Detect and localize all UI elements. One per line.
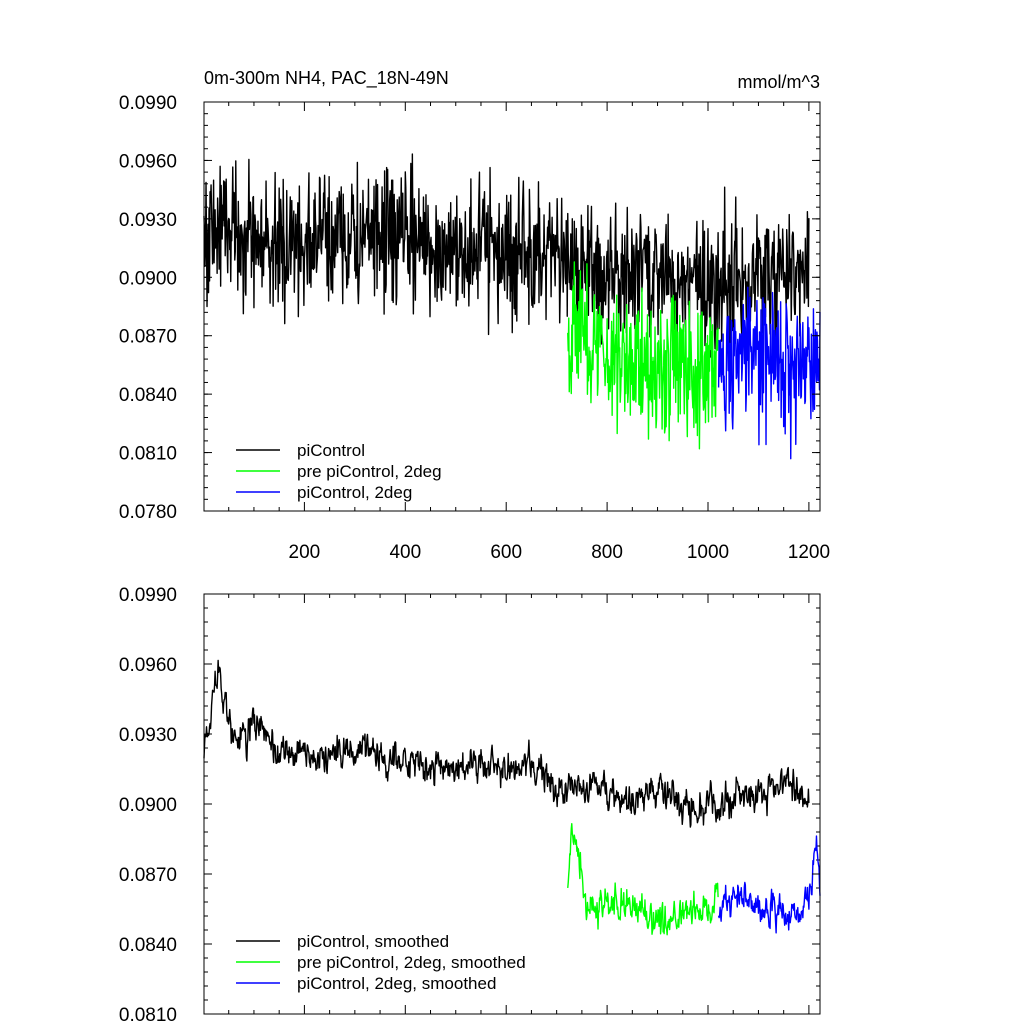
series-line [717, 286, 821, 460]
y-tick-label: 0.0900 [119, 268, 177, 289]
y-tick-label: 0.0960 [119, 655, 177, 676]
y-tick-label: 0.0960 [119, 151, 177, 172]
y-tick-label: 0.0990 [119, 93, 177, 114]
y-tick-label: 0.0840 [119, 935, 177, 956]
legend-label: piControl, 2deg [297, 483, 412, 502]
legend-label: piControl [297, 441, 365, 460]
legend-label: pre piControl, 2deg [297, 462, 442, 481]
top-panel-y-axis: 0.0780 0.0810 0.0840 0.0870 0.0900 0.0930 0.09… [119, 93, 820, 523]
y-tick-label: 0.0930 [119, 725, 177, 746]
y-tick-label: 0.0870 [119, 327, 177, 348]
y-tick-label: 0.0780 [119, 502, 177, 523]
y-tick-label: 0.0870 [119, 865, 177, 886]
x-tick-label: 1000 [687, 542, 729, 563]
top-panel-legend: piControl pre piControl, 2deg piControl,… [236, 441, 442, 502]
top-panel-x-axis: 200 400 600 800 1000 1200 [228, 102, 830, 563]
bottom-panel-legend: piControl, smoothed pre piControl, 2deg,… [236, 932, 526, 993]
bottom-panel-y-axis: 0.0810 0.0840 0.0870 0.0900 0.0930 0.0960 0.09… [119, 585, 820, 1024]
y-tick-label: 0.0840 [119, 385, 177, 406]
legend-label: pre piControl, 2deg, smoothed [297, 953, 526, 972]
series-line [717, 835, 821, 934]
bottom-panel-frame [203, 593, 821, 1015]
legend-label: piControl, smoothed [297, 932, 449, 951]
series-line [203, 153, 810, 363]
y-tick-label: 0.0930 [119, 210, 177, 231]
series-line [567, 822, 719, 936]
y-tick-label: 0.0990 [119, 585, 177, 606]
legend-label: piControl, 2deg, smoothed [297, 974, 496, 993]
x-tick-label: 600 [490, 542, 522, 563]
x-tick-label: 400 [389, 542, 421, 563]
y-tick-label: 0.0900 [119, 795, 177, 816]
y-tick-label: 0.0810 [119, 444, 177, 465]
top-panel-frame [203, 101, 821, 512]
top-panel: 0m-300m NH4, PAC_18N-49N mmol/m^3 0.0780… [119, 68, 830, 563]
top-panel-series [203, 153, 821, 460]
bottom-panel-x-axis [228, 594, 810, 1014]
x-tick-label: 800 [591, 542, 623, 563]
top-panel-title: 0m-300m NH4, PAC_18N-49N [204, 68, 449, 89]
x-tick-label: 200 [289, 542, 321, 563]
series-line [567, 261, 719, 450]
bottom-panel-series [203, 659, 821, 936]
top-panel-units: mmol/m^3 [738, 72, 820, 92]
series-line [203, 659, 810, 828]
bottom-panel: 0.0810 0.0840 0.0870 0.0900 0.0930 0.0960 0.09… [119, 585, 821, 1024]
x-tick-label: 1200 [788, 542, 830, 563]
y-tick-label: 0.0810 [119, 1005, 177, 1024]
